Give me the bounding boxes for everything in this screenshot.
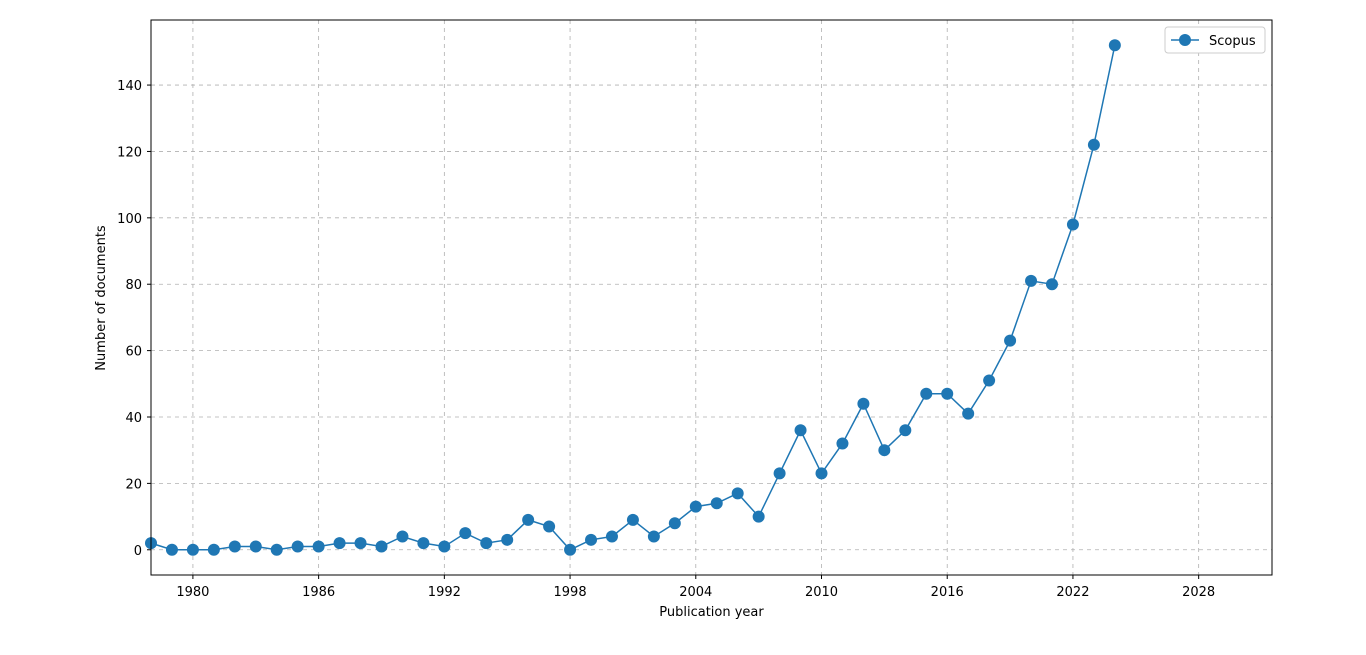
data-point [983,374,996,387]
data-point [857,397,870,410]
y-tick-label: 80 [125,278,142,293]
data-point [312,540,325,553]
data-point [1087,138,1100,151]
data-point [207,543,220,556]
x-tick-label: 2010 [805,585,838,600]
data-point [668,517,681,530]
data-point [564,543,577,556]
data-point [333,537,346,550]
plot-area [150,19,1273,576]
data-point [1108,39,1121,52]
data-point [899,424,912,437]
data-point [165,543,178,556]
x-tick-label: 2004 [679,585,712,600]
x-tick-label: 1998 [554,585,587,600]
data-point [710,497,723,510]
y-tick-label: 20 [125,477,142,492]
data-point [249,540,262,553]
grid-lines [151,20,1272,575]
y-tick-label: 100 [117,212,142,227]
data-point [836,437,849,450]
data-point [228,540,241,553]
x-tick-label: 1992 [428,585,461,600]
data-point [354,537,367,550]
data-point [1025,274,1038,287]
data-point [375,540,388,553]
data-point [752,510,765,523]
data-point [920,387,933,400]
data-point [1066,218,1079,231]
legend-marker [1179,34,1191,46]
legend: Scopus [1164,26,1266,54]
data-point [626,513,639,526]
data-point [941,387,954,400]
data-point [291,540,304,553]
x-axis: 1980 1986 1992 1998 2004 2010 2016 2022 2028 [176,575,1215,600]
data-point [480,537,493,550]
y-axis: 0 20 40 60 80 100 120 140 [117,79,151,559]
data-point [794,424,807,437]
series-scopus [145,39,1121,556]
y-axis-label: Number of documents [94,225,109,371]
data-point [647,530,660,543]
x-tick-label: 2028 [1182,585,1215,600]
data-point [417,537,430,550]
series-line [150,45,1116,551]
data-point [731,487,744,500]
data-point [396,530,409,543]
data-point [501,533,514,546]
data-point [186,543,199,556]
data-point [689,500,702,513]
x-tick-label: 2016 [931,585,964,600]
x-axis-label: Publication year [659,605,764,620]
data-point [605,530,618,543]
data-point [815,467,828,480]
data-point [459,527,472,540]
data-point [878,444,891,457]
data-point [543,520,556,533]
data-point [438,540,451,553]
data-point [1004,334,1017,347]
legend-label: Scopus [1209,34,1256,49]
y-tick-label: 120 [117,145,142,160]
data-point [270,543,283,556]
x-tick-label: 1980 [176,585,209,600]
y-tick-label: 40 [125,411,142,426]
data-point [1045,278,1058,291]
data-point [522,513,535,526]
data-point [962,407,975,420]
data-point [585,533,598,546]
x-tick-label: 1986 [302,585,335,600]
y-tick-label: 0 [134,544,142,559]
y-tick-label: 60 [125,345,142,360]
data-point [773,467,786,480]
x-tick-label: 2022 [1056,585,1089,600]
y-tick-label: 140 [117,79,142,94]
legend-box [1164,26,1266,54]
